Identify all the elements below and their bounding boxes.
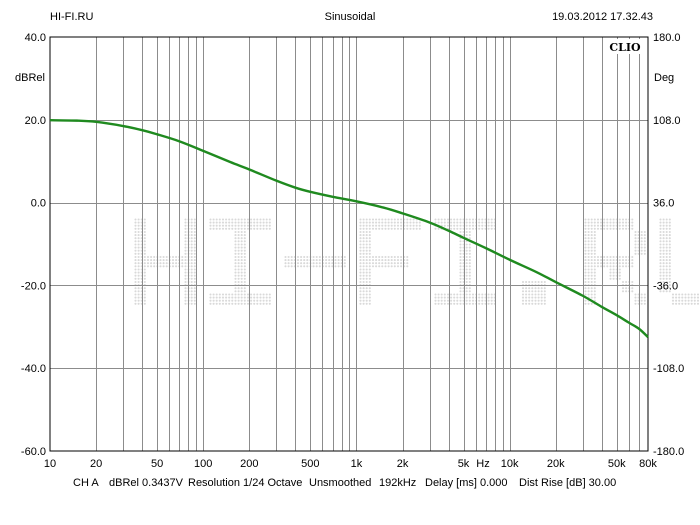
y2-tick-label: -36.0 (653, 280, 678, 292)
y-tick-label: -20.0 (21, 280, 46, 292)
footer-dist-rise: Dist Rise [dB] 30.00 (519, 477, 617, 489)
footer-rate: 192kHz (379, 477, 417, 489)
x-tick-label: 200 (240, 458, 258, 470)
x-tick-label: 80k (639, 458, 657, 470)
y-tick-label: 40.0 (25, 32, 46, 44)
x-tick-label: 1k (351, 458, 363, 470)
y2-tick-labels: 180.0 108.0 36.0 -36.0 -108.0 -180.0 (653, 32, 684, 458)
series-line (49, 119, 649, 339)
clio-logo-box (604, 39, 646, 54)
plot-frame (49, 36, 649, 452)
watermark-logo (134, 218, 700, 305)
x-tick-label: 50 (151, 458, 163, 470)
y2-tick-label: -180.0 (653, 446, 684, 458)
x-tick-label: 20 (90, 458, 102, 470)
series-group (49, 119, 649, 339)
x-tick-label: 50k (608, 458, 626, 470)
x-tick-label: 10k (501, 458, 519, 470)
horizontal-grid (50, 120, 648, 369)
vertical-grid (96, 37, 640, 451)
header-source-label: HI-FI.RU (50, 11, 94, 23)
footer-delay: Delay [ms] 0.000 (425, 477, 508, 489)
x-tick-label: 5k (458, 458, 470, 470)
footer-channel: CH A (73, 477, 99, 489)
y2-tick-label: -108.0 (653, 363, 684, 375)
x-tick-label: 500 (301, 458, 319, 470)
y2-tick-label: 36.0 (653, 198, 674, 210)
footer-reference: dBRel 0.3437V (109, 477, 183, 489)
footer-resolution: Resolution 1/24 Octave (188, 477, 303, 489)
x-tick-label: 100 (194, 458, 212, 470)
x-tick-label: 10 (44, 458, 56, 470)
y2-axis-label: Deg (654, 72, 674, 84)
header-timestamp: 19.03.2012 17.32.43 (552, 11, 653, 23)
clio-logo: CLIO (609, 41, 641, 54)
y-tick-label: -40.0 (21, 363, 46, 375)
x-tick-labels: 10 20 50 100 200 500 1k 2k 5k 10k 20k 50k 80k (44, 458, 657, 470)
footer-smoothing: Unsmoothed (309, 477, 372, 489)
y-tick-label: 0.0 (31, 198, 46, 210)
x-tick-label: 20k (547, 458, 565, 470)
x-tick-label: 2k (397, 458, 409, 470)
y2-tick-label: 180.0 (653, 32, 681, 44)
header-signal-type: Sinusoidal (324, 11, 376, 23)
y-axis-label: dBRel (15, 72, 45, 84)
y-tick-label: -60.0 (21, 446, 46, 458)
y2-tick-label: 108.0 (653, 115, 681, 127)
y-tick-label: 20.0 (25, 115, 46, 127)
y-tick-labels: 40.0 20.0 0.0 -20.0 -40.0 -60.0 (21, 32, 46, 458)
x-unit-label: Hz (476, 458, 489, 470)
